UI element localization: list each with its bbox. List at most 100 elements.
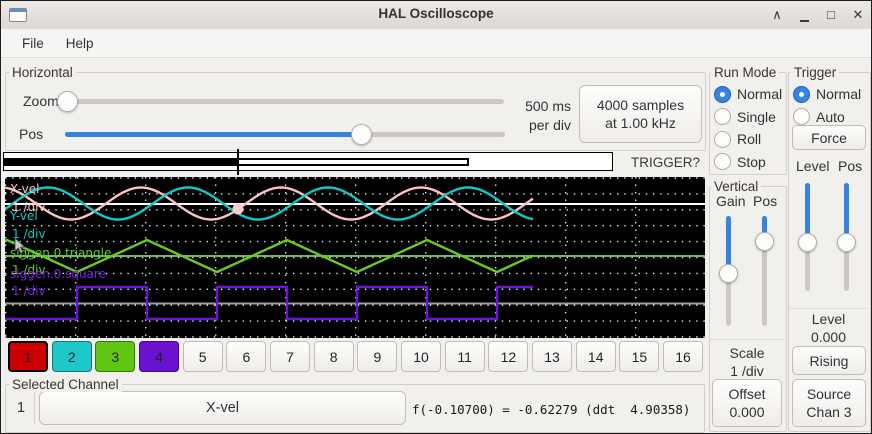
vertical-pos-slider-track[interactable] (762, 216, 767, 326)
radio-label: Normal (816, 86, 862, 102)
offset-button[interactable]: Offset 0.000 (712, 379, 782, 427)
radio-single[interactable]: Single (714, 106, 782, 128)
vertical-pos-slider-fill (762, 216, 767, 241)
gain-label: Gain (716, 193, 746, 209)
channel-button-14[interactable]: 14 (575, 341, 616, 372)
vertical-pos-label: Pos (753, 193, 778, 209)
vertical-pos-slider-handle[interactable] (755, 232, 774, 251)
radio-normal[interactable]: Normal (714, 83, 782, 105)
scope-label-siggen-0-square: siggen.0.square (10, 267, 106, 281)
radio-circle-auto[interactable] (793, 108, 810, 125)
scope-label-y-vel: Y-vel (10, 209, 38, 223)
pos-slider-fill (65, 132, 362, 137)
gain-slider-fill (726, 216, 731, 273)
zoom-label: Zoom (23, 93, 59, 109)
pos-slider-handle[interactable] (351, 124, 372, 145)
radio-label: Roll (737, 131, 762, 147)
trigger-group-label: Trigger (791, 65, 840, 80)
run-mode-group-label: Run Mode (711, 65, 780, 80)
trigger-pos-label: Pos (838, 158, 863, 174)
radio-label: Normal (737, 86, 783, 102)
channel-button-15[interactable]: 15 (619, 341, 660, 372)
trigger-question-label: TRIGGER? (631, 155, 701, 170)
zoom-slider-track[interactable] (58, 99, 504, 104)
radio-circle-single[interactable] (714, 108, 731, 125)
channel-button-2[interactable]: 2 (51, 341, 92, 372)
selected-channel-value: f(-0.10700) = -0.62279 (ddt 4.90358) (412, 402, 691, 417)
window-icon[interactable] (9, 8, 27, 22)
channel-button-8[interactable]: 8 (313, 341, 354, 372)
vertical-group-label: Vertical (711, 179, 762, 194)
channel-button-9[interactable]: 9 (357, 341, 398, 372)
menu-help[interactable]: Help (65, 35, 94, 51)
zoom-slider-handle[interactable] (57, 91, 78, 112)
minimize-icon[interactable] (797, 7, 811, 23)
slope-button[interactable]: Rising (792, 346, 866, 375)
window-title: HAL Oscilloscope (378, 6, 494, 21)
trigger-level-slider-fill (805, 183, 810, 242)
mouse-cursor (14, 237, 26, 254)
radio-normal[interactable]: Normal (793, 83, 861, 105)
scope-label-1-div: 1 /div (12, 263, 46, 277)
scope-label-x-vel: X-vel (10, 182, 40, 196)
radio-label: Stop (737, 153, 766, 170)
selected-channel-number: 1 (17, 400, 26, 416)
record-progress-pending (237, 158, 469, 166)
scope-label-siggen-0-triangle: siggen.0.triangle (10, 246, 112, 260)
run-mode-options: Normal Single Roll Stop (714, 83, 782, 173)
record-progress-fill (4, 158, 238, 166)
radio-auto[interactable]: Auto (793, 106, 861, 128)
vertical-separator (710, 339, 784, 340)
samples-button[interactable]: 4000 samples at 1.00 kHz (579, 85, 702, 143)
selected-channel-divider (34, 392, 35, 425)
channel-button-3[interactable]: 3 (95, 341, 136, 372)
scope-display[interactable]: X-vel 1 /div Y-vel 1 /div siggen.0.triangle 1… (5, 177, 705, 338)
radio-label: Single (737, 108, 776, 125)
gain-slider-handle[interactable] (719, 264, 738, 283)
channel-button-row: 1 2 3 4 5 6 7 8 9 10 11 12 13 14 15 16 (5, 341, 705, 372)
menu-file[interactable]: File (22, 35, 44, 51)
channel-button-6[interactable]: 6 (226, 341, 267, 372)
selected-channel-group (5, 384, 705, 433)
force-button[interactable]: Force (792, 125, 866, 150)
close-icon[interactable]: ✕ (852, 7, 864, 22)
trigger-level-label: Level (796, 158, 830, 174)
trigger-level-display: Level 0.000 (810, 311, 847, 345)
radio-circle-normal[interactable] (793, 85, 810, 103)
channel-button-4[interactable]: 4 (139, 341, 179, 372)
channel-button-10[interactable]: 10 (401, 341, 442, 372)
trigger-options: Normal Auto (793, 83, 861, 128)
radio-circle-stop[interactable] (714, 153, 731, 170)
trigger-separator (789, 308, 868, 309)
radio-circle-normal[interactable] (714, 85, 731, 103)
source-button[interactable]: Source Chan 3 (792, 379, 866, 427)
horizontal-group-label: Horizontal (9, 65, 76, 80)
radio-circle-roll[interactable] (714, 130, 731, 148)
trigger-pos-slider-handle[interactable] (837, 233, 856, 252)
channel-button-11[interactable]: 11 (444, 341, 485, 372)
shade-icon[interactable]: ∧ (772, 7, 782, 22)
menu-bar: File Help (1, 29, 871, 58)
selected-channel-name-button[interactable]: X-vel (39, 391, 406, 425)
channel-button-1[interactable]: 1 (8, 341, 48, 372)
trigger-level-slider-handle[interactable] (798, 233, 817, 252)
scope-label-1-div: 1 /div (12, 227, 46, 241)
radio-stop[interactable]: Stop (714, 151, 782, 173)
scope-label-1-div: 1 /div (12, 200, 46, 214)
record-progress-bar (3, 149, 613, 175)
radio-label: Auto (816, 108, 845, 125)
title-bar[interactable]: HAL Oscilloscope ∧ □ ✕ (1, 1, 871, 30)
channel-button-12[interactable]: 12 (488, 341, 529, 372)
trigger-position-tick (237, 149, 239, 175)
maximize-icon[interactable]: □ (827, 7, 835, 22)
radio-roll[interactable]: Roll (714, 128, 782, 150)
horizontal-group (5, 72, 706, 151)
trigger-pos-slider-fill (844, 183, 849, 242)
channel-button-16[interactable]: 16 (663, 341, 704, 372)
channel-button-7[interactable]: 7 (270, 341, 311, 372)
scope-label-1-div: 1 /div (12, 284, 46, 298)
channel-button-13[interactable]: 13 (532, 341, 573, 372)
scope-canvas (5, 177, 705, 338)
channel-button-5[interactable]: 5 (182, 341, 223, 372)
